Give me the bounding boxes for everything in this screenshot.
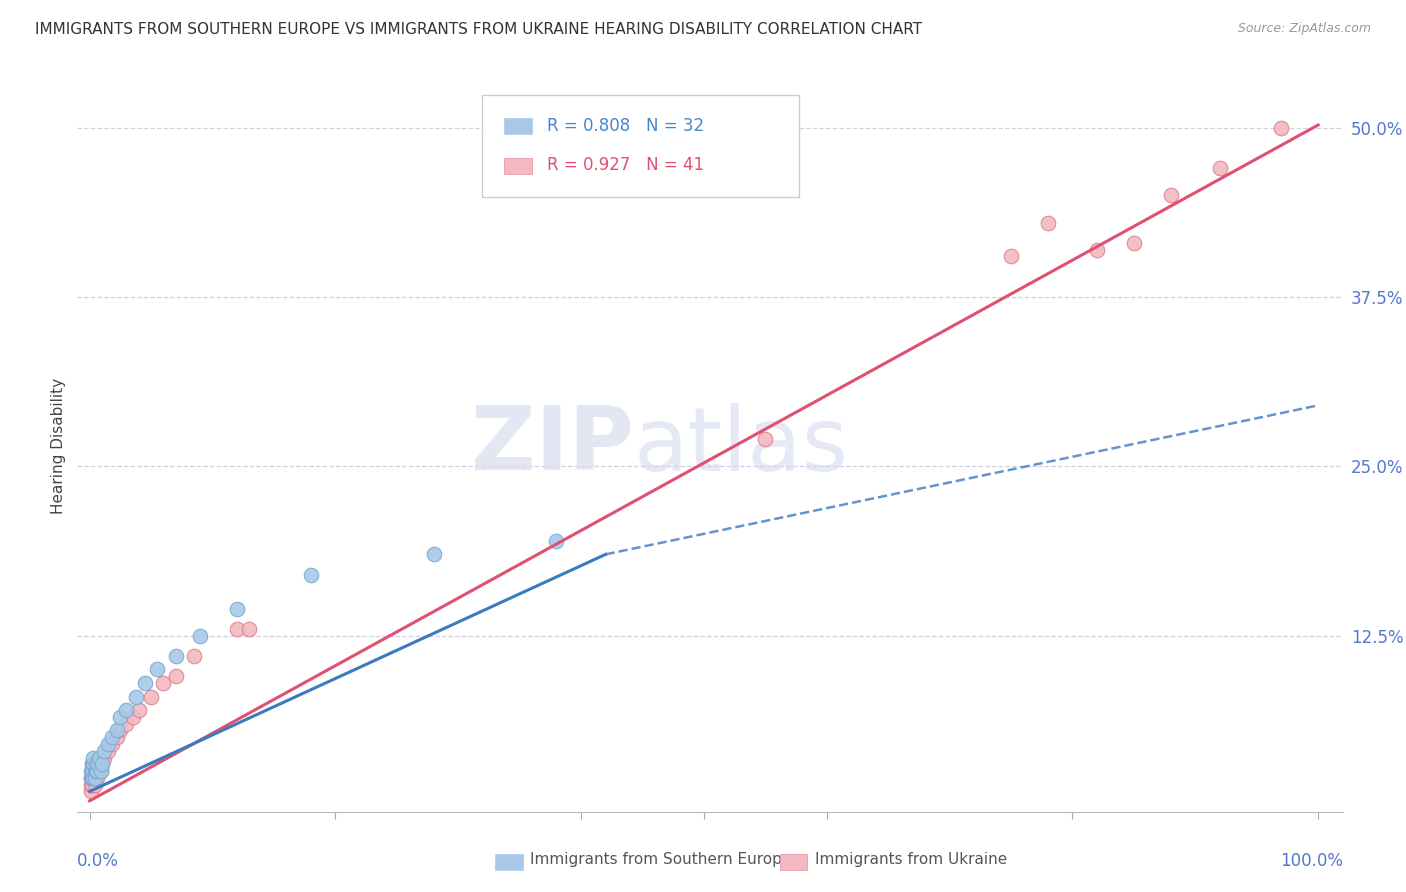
Point [110,710,132,724]
Point [83,778,105,792]
Point [128,703,150,717]
Point [125,690,148,704]
Text: 100.0%: 100.0% [1279,852,1343,870]
Bar [503,119,531,135]
Point [83,764,105,778]
Point [80,771,103,785]
Point [152,676,174,690]
Point [80,764,103,778]
Point [1036,215,1059,229]
Point [97,744,120,758]
Point [80,778,103,792]
Point [80,764,103,778]
Point [1000,249,1022,263]
Point [97,737,120,751]
Point [80,771,103,785]
Point [89,750,111,764]
Point [86,771,108,785]
Point [146,663,169,677]
Point [226,622,249,636]
Point [1209,161,1232,176]
Point [83,764,105,778]
FancyBboxPatch shape [482,95,799,197]
Text: Source: ZipAtlas.com: Source: ZipAtlas.com [1237,22,1371,36]
Point [90,757,112,772]
Point [422,547,444,561]
Point [93,744,115,758]
Text: R = 0.927   N = 41: R = 0.927 N = 41 [547,156,704,174]
Point [86,764,108,778]
Point [80,784,103,798]
Bar [495,855,523,871]
Point [165,648,187,663]
Bar [780,855,807,871]
Point [183,648,205,663]
Point [84,764,107,778]
Point [754,432,776,446]
Point [80,778,103,792]
Point [90,764,112,778]
Point [82,771,104,785]
Point [100,737,122,751]
Text: atlas: atlas [634,402,849,490]
Point [1270,120,1292,135]
Point [82,750,104,764]
Point [1160,188,1182,202]
Point [82,764,104,778]
Bar [503,158,531,174]
Text: Immigrants from Ukraine: Immigrants from Ukraine [815,852,1007,867]
Point [139,690,162,704]
Point [82,757,104,772]
Point [105,730,128,744]
Point [89,757,111,772]
Point [80,757,103,772]
Point [546,533,568,548]
Text: ZIP: ZIP [471,402,634,490]
Point [93,750,115,764]
Point [84,764,107,778]
Point [121,710,143,724]
Point [1085,243,1108,257]
Point [80,771,103,785]
Point [80,764,103,778]
Point [299,567,322,582]
Point [83,771,105,785]
Text: Immigrants from Southern Europe: Immigrants from Southern Europe [530,852,792,867]
Point [82,771,104,785]
Point [100,730,122,744]
Text: IMMIGRANTS FROM SOUTHERN EUROPE VS IMMIGRANTS FROM UKRAINE HEARING DISABILITY CO: IMMIGRANTS FROM SOUTHERN EUROPE VS IMMIG… [35,22,922,37]
Point [80,771,103,785]
Point [83,771,105,785]
Point [105,723,128,738]
Point [87,757,110,772]
Text: 0.0%: 0.0% [77,852,120,870]
Point [115,703,138,717]
Point [226,601,249,615]
Point [238,622,260,636]
Point [134,676,156,690]
Point [188,629,211,643]
Point [87,764,110,778]
Point [90,757,112,772]
Point [110,723,132,738]
Point [1122,235,1144,250]
Y-axis label: Hearing Disability: Hearing Disability [51,378,66,514]
Point [84,757,107,772]
Point [90,764,112,778]
Point [165,669,187,683]
Point [80,757,103,772]
Point [84,757,107,772]
Text: R = 0.808   N = 32: R = 0.808 N = 32 [547,117,704,135]
Point [115,716,138,731]
